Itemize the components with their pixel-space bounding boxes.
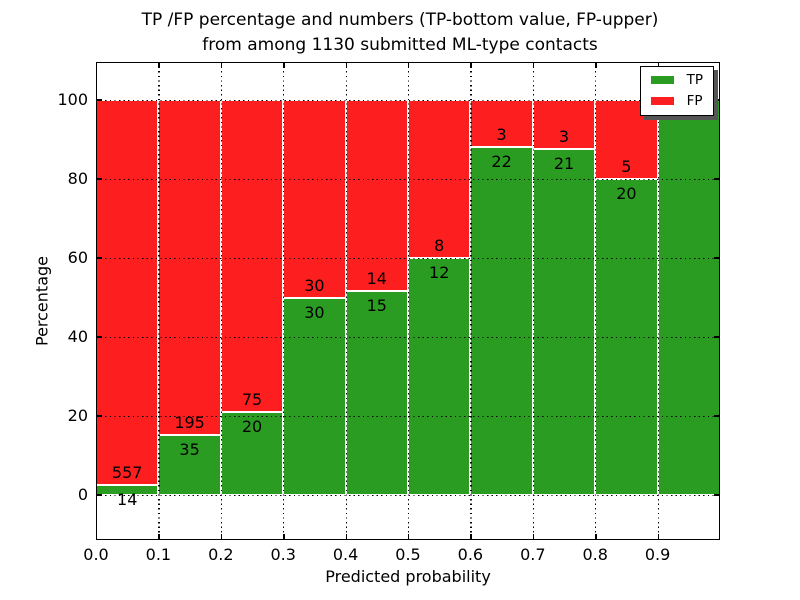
- bar-tp-segment: [345, 290, 408, 495]
- bar-tp-segment: [470, 147, 533, 495]
- bar-fp-segment: [408, 100, 471, 258]
- x-axis-label: Predicted probability: [325, 567, 491, 586]
- x-tick-label: 0.7: [520, 545, 546, 564]
- x-tick-label: 0.9: [644, 545, 671, 564]
- bar-tp-segment: [283, 297, 346, 495]
- chart-title: TP /FP percentage and numbers (TP-bottom…: [40, 8, 760, 58]
- y-tick-label: 80: [67, 169, 88, 188]
- legend-label: TP: [686, 72, 703, 88]
- y-tick-label: 0: [77, 485, 88, 504]
- bar-fp-segment: [283, 100, 346, 298]
- y-tick-label: 100: [57, 90, 88, 109]
- y-tick-label: 40: [67, 327, 88, 346]
- x-tick-label: 0.5: [395, 545, 421, 564]
- x-tick-label: 0.3: [270, 545, 296, 564]
- x-tick-label: 0.2: [208, 545, 234, 564]
- chart-title-line1: TP /FP percentage and numbers (TP-bottom…: [141, 10, 659, 30]
- x-tick-label: 0.4: [332, 545, 359, 564]
- legend-label: FP: [686, 93, 703, 109]
- legend: TP FP: [639, 66, 714, 116]
- fp-color-swatch: [650, 97, 674, 105]
- legend-item-fp: FP: [650, 93, 703, 109]
- bar-tp-segment: [96, 485, 159, 495]
- bar-tp-segment: [158, 434, 221, 495]
- legend-item-tp: TP: [650, 72, 703, 88]
- y-tick-label: 60: [67, 248, 88, 267]
- chart-title-line2: from among 1130 submitted ML-type contac…: [202, 35, 598, 55]
- tp-color-swatch: [650, 76, 674, 84]
- bar-tp-segment: [408, 258, 471, 495]
- x-tick-label: 0.6: [457, 545, 484, 564]
- bar-fp-segment: [96, 100, 159, 486]
- x-tick-label: 0.0: [83, 545, 109, 564]
- bar-fp-segment: [158, 100, 221, 435]
- bar-fp-segment: [220, 100, 284, 412]
- bar-tp-segment: [657, 100, 720, 495]
- bar-tp-segment: [595, 179, 658, 495]
- bar-fp-segment: [470, 100, 533, 148]
- x-tick-label: 0.1: [145, 545, 172, 564]
- bar-tp-segment: [220, 411, 284, 495]
- x-tick-label: 0.8: [582, 545, 608, 564]
- bar-fp-segment: [532, 100, 596, 150]
- bars-layer: [96, 62, 720, 540]
- bar-tp-segment: [532, 149, 596, 495]
- bar-fp-segment: [345, 100, 408, 291]
- y-tick-label: 20: [67, 406, 88, 425]
- plot-area: 557141953575203030141581232232152051 TPF…: [96, 62, 720, 540]
